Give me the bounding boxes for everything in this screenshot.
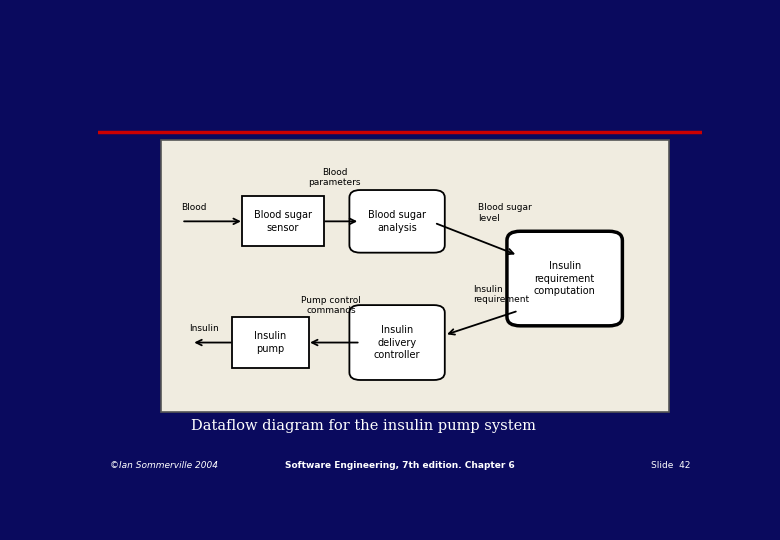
Text: Dataflow diagram for the insulin pump system: Dataflow diagram for the insulin pump sy… — [191, 419, 536, 433]
FancyBboxPatch shape — [349, 190, 445, 253]
Text: Blood sugar
sensor: Blood sugar sensor — [254, 210, 312, 233]
Text: ©Ian Sommerville 2004: ©Ian Sommerville 2004 — [109, 461, 218, 470]
Text: Pump control
commands: Pump control commands — [301, 296, 361, 315]
Text: Blood sugar
level: Blood sugar level — [478, 204, 532, 222]
Text: Insulin
delivery
controller: Insulin delivery controller — [374, 325, 420, 360]
Text: Insulin
requirement: Insulin requirement — [473, 285, 530, 305]
FancyBboxPatch shape — [161, 140, 668, 412]
Text: Software Engineering, 7th edition. Chapter 6: Software Engineering, 7th edition. Chapt… — [285, 461, 515, 470]
FancyBboxPatch shape — [232, 318, 309, 368]
FancyBboxPatch shape — [242, 196, 324, 246]
Text: Slide  42: Slide 42 — [651, 461, 690, 470]
Text: Blood: Blood — [181, 203, 207, 212]
Text: Blood
parameters: Blood parameters — [308, 168, 361, 187]
Text: Blood sugar
analysis: Blood sugar analysis — [368, 210, 426, 233]
FancyBboxPatch shape — [507, 231, 622, 326]
Text: Insulin: Insulin — [189, 324, 218, 333]
FancyBboxPatch shape — [349, 305, 445, 380]
Text: Insulin
requirement
computation: Insulin requirement computation — [534, 261, 596, 296]
Text: Insulin
pump: Insulin pump — [254, 332, 286, 354]
